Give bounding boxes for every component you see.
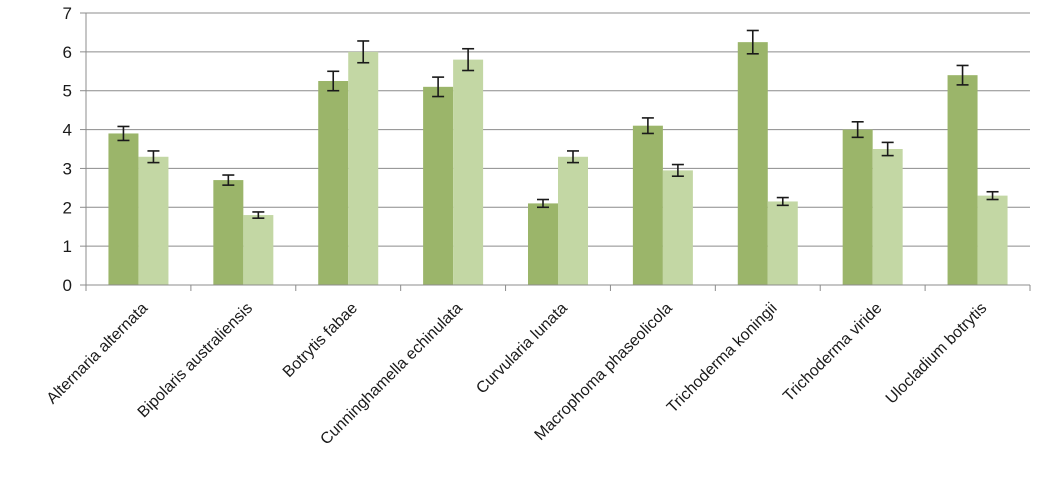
error-bar	[851, 121, 864, 139]
y-tick-label: 1	[63, 237, 72, 256]
bar-series-1	[108, 133, 139, 285]
x-category-label: Bipolaris australiensis	[135, 300, 256, 421]
x-category-label: Botrytis fabae	[280, 300, 361, 381]
error-bar	[462, 47, 475, 72]
error-bar	[986, 190, 999, 201]
y-tick-label: 5	[63, 82, 72, 101]
error-bar	[117, 125, 130, 142]
bar-series-1	[737, 42, 768, 286]
x-category-label: Curvularia lunata	[473, 300, 571, 398]
x-category-label: Trichoderma viride	[780, 300, 885, 405]
bar-series-2	[243, 215, 274, 285]
bar-series-2	[453, 59, 484, 285]
bar-series-2	[977, 195, 1008, 285]
bar-series-1	[423, 86, 454, 285]
error-bar	[776, 196, 789, 207]
y-tick-label: 6	[63, 43, 72, 62]
bar-series-2	[662, 170, 693, 285]
bar-series-2	[138, 156, 169, 285]
error-bars	[117, 29, 999, 219]
error-bar	[252, 211, 265, 219]
error-bar	[327, 70, 340, 92]
error-bar	[956, 64, 969, 86]
error-bar	[537, 198, 549, 209]
y-tick-label: 3	[63, 159, 72, 178]
error-bar	[432, 76, 445, 98]
y-axis-ticks: 0 1 2 3 4 5 6 7	[63, 4, 86, 295]
error-bar	[881, 141, 894, 157]
bar-series-1	[842, 129, 873, 285]
y-tick-label: 2	[63, 198, 72, 217]
error-bar	[671, 163, 684, 177]
error-bar	[567, 150, 579, 164]
error-bar	[641, 117, 654, 135]
error-bar	[746, 29, 759, 55]
bar-series-2	[558, 156, 588, 285]
bar-series-1	[213, 180, 244, 285]
bar-series-2	[767, 201, 798, 285]
y-tick-label: 7	[63, 4, 72, 23]
error-bar	[147, 150, 160, 164]
error-bar	[222, 174, 235, 186]
bar-series-2	[348, 51, 379, 285]
x-category-label: Ulocladium botrytis	[883, 300, 991, 408]
y-tick-label: 0	[63, 276, 72, 295]
x-category-label: Trichoderma koningii	[664, 300, 781, 417]
error-bar	[357, 40, 370, 64]
axes	[85, 13, 1031, 291]
bar-series-1	[632, 125, 663, 285]
y-tick-label: 4	[63, 121, 72, 140]
bars	[108, 42, 1008, 286]
bar-series-2	[872, 149, 903, 285]
bar-series-1	[318, 81, 349, 285]
bar-series-1	[947, 75, 978, 286]
x-category-label: Alternaria alternata	[44, 300, 152, 408]
bar-series-1	[528, 203, 558, 285]
